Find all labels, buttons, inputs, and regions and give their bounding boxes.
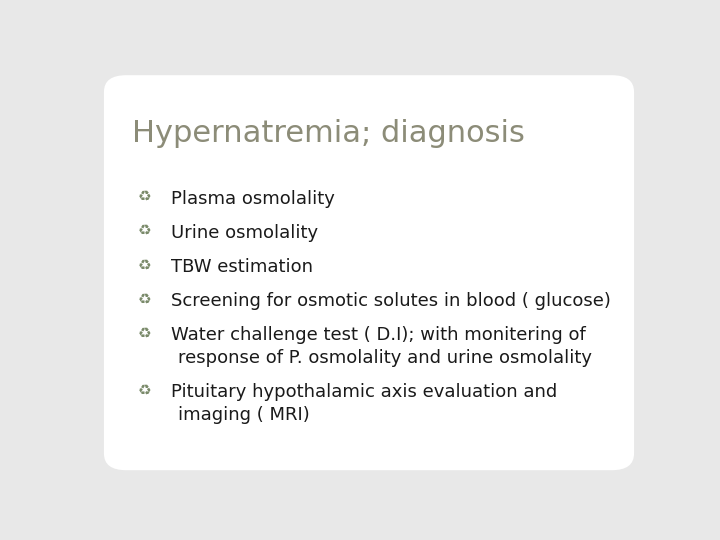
Text: Hypernatremia; diagnosis: Hypernatremia; diagnosis xyxy=(132,119,525,148)
Text: Water challenge test ( D.I); with monitering of: Water challenge test ( D.I); with monite… xyxy=(171,326,585,344)
Text: ♻: ♻ xyxy=(138,258,151,273)
Text: Screening for osmotic solutes in blood ( glucose): Screening for osmotic solutes in blood (… xyxy=(171,292,611,310)
Text: Urine osmolality: Urine osmolality xyxy=(171,224,318,241)
Text: ♻: ♻ xyxy=(138,224,151,239)
Text: ♻: ♻ xyxy=(138,383,151,398)
Text: ♻: ♻ xyxy=(138,292,151,307)
Text: ♻: ♻ xyxy=(138,326,151,341)
Text: response of P. osmolality and urine osmolality: response of P. osmolality and urine osmo… xyxy=(178,349,592,367)
FancyBboxPatch shape xyxy=(104,75,634,470)
Text: Pituitary hypothalamic axis evaluation and: Pituitary hypothalamic axis evaluation a… xyxy=(171,383,557,401)
Text: ♻: ♻ xyxy=(138,190,151,205)
Text: imaging ( MRI): imaging ( MRI) xyxy=(178,406,310,424)
Text: Plasma osmolality: Plasma osmolality xyxy=(171,190,335,207)
Text: TBW estimation: TBW estimation xyxy=(171,258,313,276)
